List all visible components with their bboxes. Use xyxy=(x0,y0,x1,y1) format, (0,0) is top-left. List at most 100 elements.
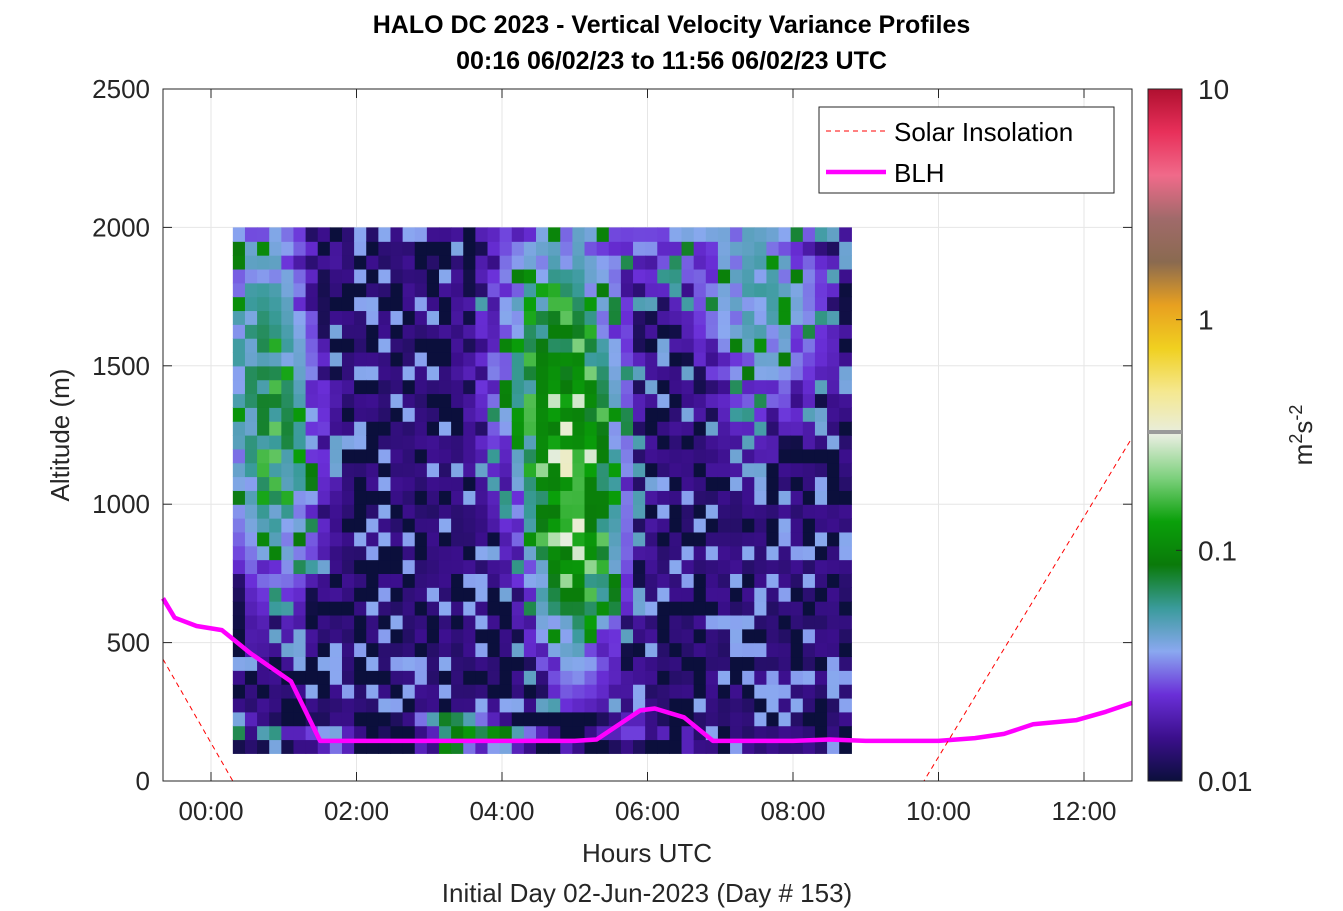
heatmap-cell xyxy=(730,518,743,533)
heatmap-cell xyxy=(645,573,658,588)
heatmap-cell xyxy=(341,504,355,519)
heatmap-cell xyxy=(560,296,573,312)
heatmap-cell xyxy=(244,448,258,464)
heatmap-cell xyxy=(754,656,768,671)
heatmap-cell xyxy=(572,559,586,574)
heatmap-cell xyxy=(426,462,440,478)
heatmap-cell xyxy=(426,448,440,464)
heatmap-cell xyxy=(536,379,549,395)
heatmap-cell xyxy=(390,338,404,353)
heatmap-cell xyxy=(232,282,246,298)
heatmap-cell xyxy=(244,614,258,630)
heatmap-cell xyxy=(305,227,319,242)
heatmap-cell xyxy=(305,296,319,312)
heatmap-cell xyxy=(584,393,598,408)
heatmap-cell xyxy=(281,656,295,671)
heatmap-cell xyxy=(426,379,440,395)
colorbar-tick-label: 10 xyxy=(1198,74,1229,105)
heatmap-cell xyxy=(439,697,452,713)
heatmap-cell xyxy=(633,476,646,491)
heatmap-cell xyxy=(475,490,489,505)
heatmap-cell xyxy=(814,490,828,505)
heatmap-cell xyxy=(281,448,295,464)
heatmap-cell xyxy=(329,324,343,339)
heatmap-cell xyxy=(426,656,440,671)
heatmap-cell xyxy=(827,531,840,547)
heatmap-cell xyxy=(548,351,561,367)
heatmap-cell xyxy=(487,365,501,381)
heatmap-cell xyxy=(669,531,683,547)
heatmap-cell xyxy=(584,407,598,422)
heatmap-cell xyxy=(766,476,780,491)
heatmap-cell xyxy=(305,531,319,547)
heatmap-cell xyxy=(560,435,573,450)
heatmap-cell xyxy=(269,435,282,450)
heatmap-cell xyxy=(523,490,537,505)
heatmap-cell xyxy=(620,227,634,242)
heatmap-cell xyxy=(366,504,379,519)
heatmap-cell xyxy=(730,338,743,353)
heatmap-cell xyxy=(827,656,840,671)
heatmap-cell xyxy=(657,365,671,381)
heatmap-cell xyxy=(536,435,549,450)
heatmap-cell xyxy=(717,573,731,588)
heatmap-cell xyxy=(645,435,658,450)
heatmap-cell xyxy=(693,462,707,478)
heatmap-cell xyxy=(693,614,707,630)
heatmap-cell xyxy=(742,531,755,547)
heatmap-cell xyxy=(717,642,731,658)
heatmap-cell xyxy=(426,241,440,256)
heatmap-cell xyxy=(414,365,428,381)
heatmap-cell xyxy=(499,601,513,616)
heatmap-cell xyxy=(341,697,355,713)
heatmap-cell xyxy=(536,351,549,367)
heatmap-cell xyxy=(523,296,537,312)
heatmap-cell xyxy=(451,531,464,547)
heatmap-cell xyxy=(608,338,622,353)
heatmap-cell xyxy=(305,338,319,353)
heatmap-cell xyxy=(439,462,452,478)
heatmap-cell xyxy=(451,338,464,353)
heatmap-cell xyxy=(596,282,610,298)
heatmap-cell xyxy=(378,711,392,727)
heatmap-cell xyxy=(244,296,258,312)
heatmap-cell xyxy=(426,725,440,741)
heatmap-cell xyxy=(657,739,671,754)
heatmap-cell xyxy=(475,628,489,644)
heatmap-cell xyxy=(705,642,719,658)
heatmap-cell xyxy=(487,310,501,325)
y-tick-label: 1000 xyxy=(92,489,150,519)
heatmap-cell xyxy=(414,711,428,727)
heatmap-cell xyxy=(596,518,610,533)
heatmap-cell xyxy=(717,365,731,381)
heatmap-cell xyxy=(281,476,295,491)
heatmap-cell xyxy=(439,435,452,450)
heatmap-cell xyxy=(463,684,476,699)
heatmap-cell xyxy=(341,711,355,727)
heatmap-cell xyxy=(827,559,840,574)
heatmap-cell xyxy=(766,504,780,519)
heatmap-cell xyxy=(463,670,476,685)
heatmap-cell xyxy=(839,351,852,367)
heatmap-cell xyxy=(257,338,270,353)
heatmap-cell xyxy=(317,642,331,658)
heatmap-cell xyxy=(742,448,755,464)
heatmap-cell xyxy=(475,393,489,408)
heatmap-cell xyxy=(402,227,416,242)
heatmap-cell xyxy=(281,601,295,616)
heatmap-cell xyxy=(402,559,416,574)
heatmap-cell xyxy=(742,573,755,588)
heatmap-cell xyxy=(790,338,804,353)
heatmap-cell xyxy=(766,670,780,685)
heatmap-cell xyxy=(378,684,392,699)
heatmap-cell xyxy=(827,642,840,658)
heatmap-cell xyxy=(548,227,561,242)
heatmap-cell xyxy=(269,351,282,367)
heatmap-cell xyxy=(802,462,816,478)
heatmap-cell xyxy=(742,697,755,713)
heatmap-cell xyxy=(802,684,816,699)
heatmap-cell xyxy=(341,559,355,574)
heatmap-cell xyxy=(657,518,671,533)
heatmap-cell xyxy=(329,448,343,464)
